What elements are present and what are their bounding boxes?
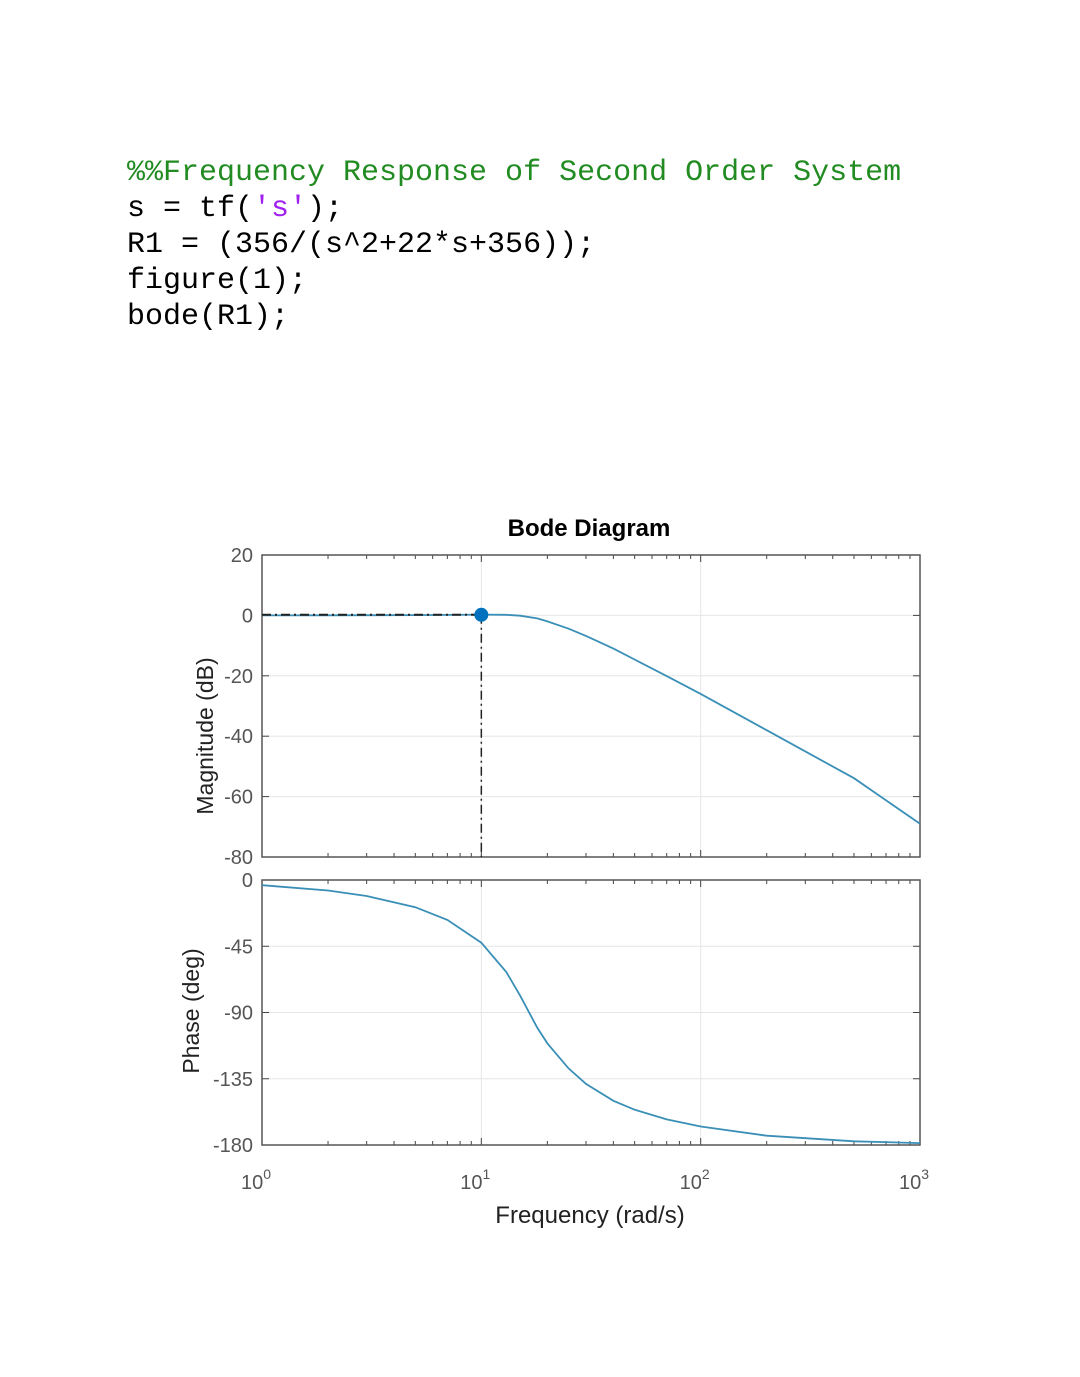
magnitude-y-tick-label: 0 [242,605,253,627]
code-comment: %%Frequency Response of Second Order Sys… [127,156,902,190]
code-line-2-prefix: s = tf( [127,192,254,226]
magnitude-series-line [261,613,921,825]
x-tick-labels: 100 101 102 103 [241,1166,929,1194]
code-line-3: R1 = (356/(s^2+22*s+356)); [127,228,596,262]
chart-title: Bode Diagram [508,515,671,542]
magnitude-axes: 20 0 -20 -40 -60 -80 [224,545,921,869]
bode-chart: Bode Diagram 20 0 -20 -40 -60 -80 0 -45 -90 -135… [178,515,929,1229]
magnitude-y-tick-label: -20 [224,666,253,688]
phase-axes: 0 -45 -90 -135 -180 [213,870,921,1157]
phase-frame [261,879,921,1146]
code-line-5: bode(R1); [127,300,290,334]
phase-y-label: Phase (deg) [178,948,204,1073]
code-block: %%Frequency Response of Second Order Sys… [127,155,901,335]
phase-series-line [261,884,921,1144]
magnitude-y-tick-label: -80 [224,847,253,869]
phase-y-tick-label: 0 [242,870,253,892]
magnitude-y-tick-label: -60 [224,787,253,809]
magnitude-frame [261,554,921,858]
code-line-2-string: 's' [253,192,308,226]
phase-y-tick-label: -90 [224,1003,253,1025]
magnitude-y-tick-label: -40 [224,726,253,748]
code-line-4: figure(1); [127,264,308,298]
x-tick-label: 103 [899,1166,929,1194]
phase-y-tick-label: -45 [224,936,253,958]
x-tick-label: 102 [680,1166,710,1194]
x-tick-label: 100 [241,1166,271,1194]
code-line-2-suffix: ); [307,192,344,226]
phase-y-tick-label: -135 [213,1069,253,1091]
data-marker-point [474,607,489,622]
magnitude-y-label: Magnitude (dB) [192,657,218,814]
x-axis-label: Frequency (rad/s) [495,1202,684,1229]
magnitude-y-tick-label: 20 [231,545,253,567]
phase-y-tick-label: -180 [213,1135,253,1157]
x-tick-label: 101 [460,1166,490,1194]
